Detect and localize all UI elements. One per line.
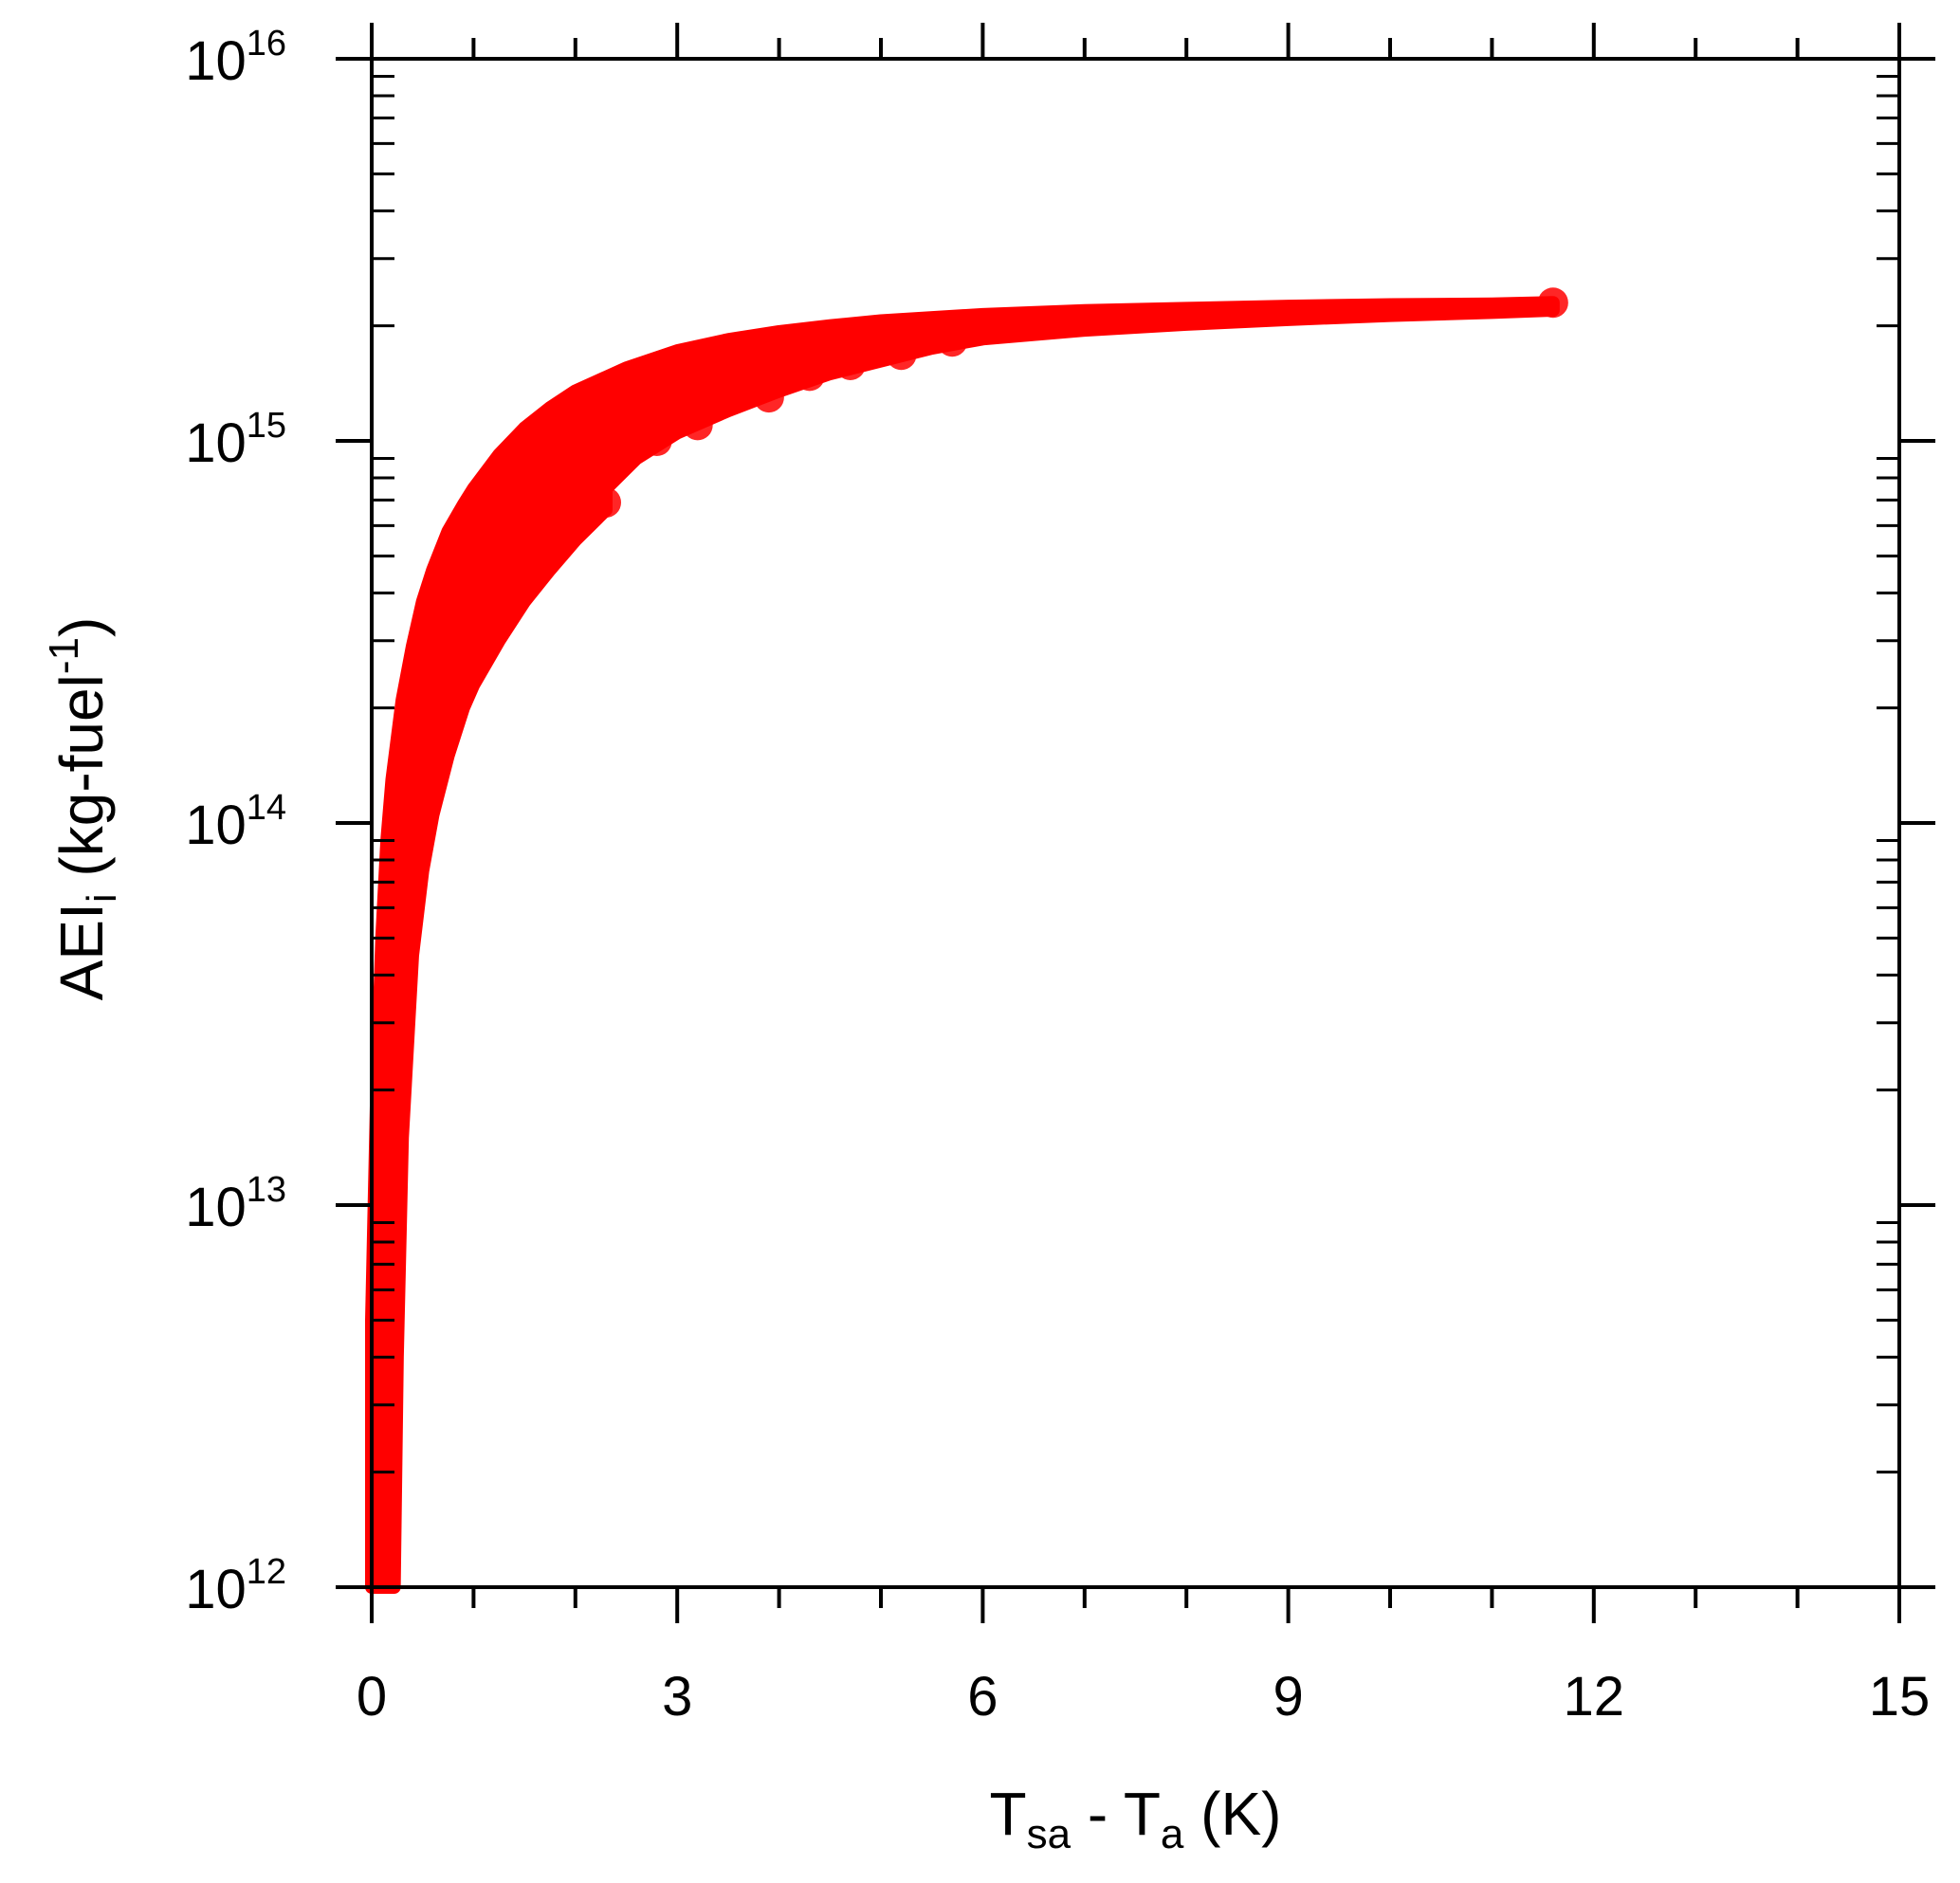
plot-frame: [370, 57, 1901, 1589]
axis-ticks: [336, 23, 1935, 1623]
y-tick-label: 1016: [185, 24, 286, 92]
y-tick-label: 1013: [185, 1170, 286, 1238]
x-tick-labels: 0 3 6 9 12 15: [357, 1666, 1930, 1728]
x-tick-label: 3: [662, 1666, 692, 1728]
scatter-point: [682, 410, 713, 441]
scatter-point: [753, 382, 784, 413]
scatter-point: [1537, 287, 1568, 319]
x-axis-title: Tsa - Ta (K): [990, 1780, 1282, 1857]
x-tick-label: 15: [1869, 1666, 1931, 1728]
y-tick-label: 1014: [185, 788, 286, 856]
y-axis-title: AEIi (kg-fuel-1): [41, 617, 125, 1001]
scatter-point: [794, 360, 825, 392]
scatter-point: [611, 433, 642, 465]
x-tick-label: 12: [1564, 1666, 1625, 1728]
y-tick-label: 1015: [185, 406, 286, 474]
y-tick-label: 1012: [185, 1552, 286, 1620]
scatter-point: [591, 486, 622, 518]
y-tick-labels: 1012 1013 1014 1015 1016: [185, 24, 286, 1620]
scatter-point: [641, 426, 672, 456]
x-tick-label: 9: [1273, 1666, 1303, 1728]
scatter-point-cloud: [365, 296, 1560, 1594]
x-tick-label: 0: [357, 1666, 387, 1728]
plot-area: [365, 287, 1568, 1594]
scatter-point: [834, 349, 866, 380]
scatter-point: [886, 339, 917, 371]
x-tick-label: 6: [967, 1666, 998, 1728]
scatter-point: [937, 326, 968, 357]
